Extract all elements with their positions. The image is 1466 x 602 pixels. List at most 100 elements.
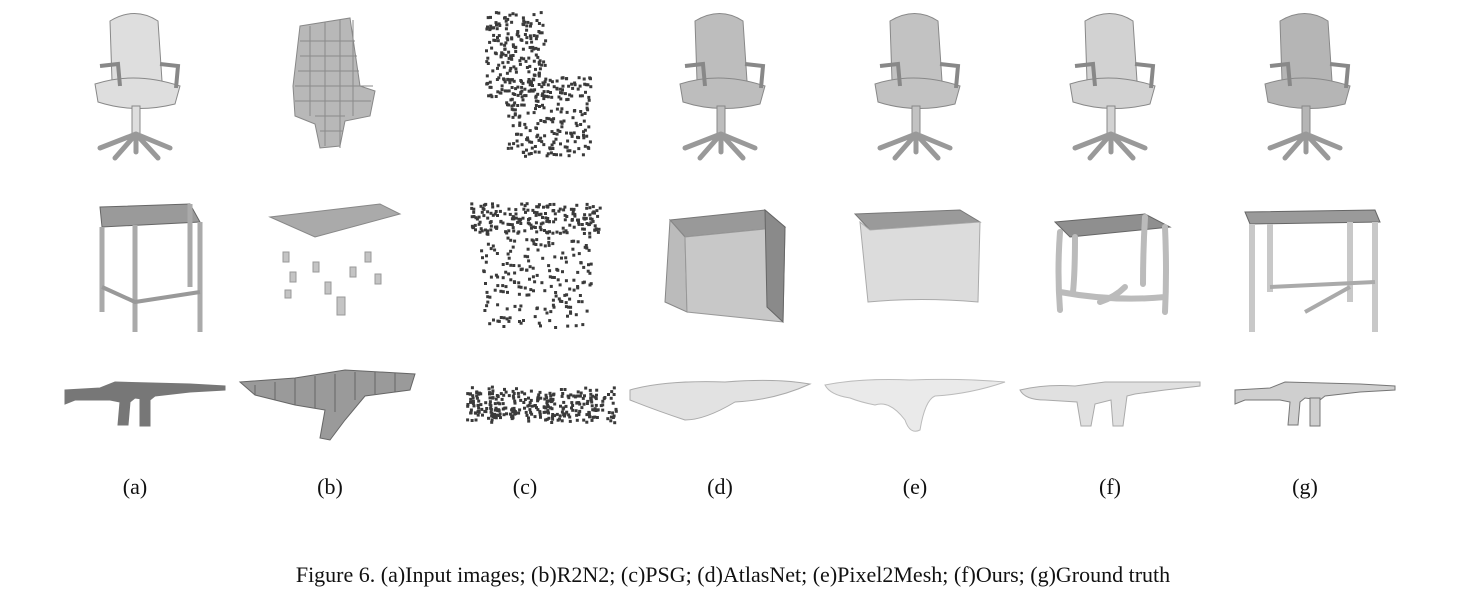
point-marker [503, 89, 507, 93]
point-marker [532, 13, 536, 17]
point-marker [472, 210, 476, 214]
point-marker [514, 208, 518, 212]
point-marker [511, 43, 515, 47]
point-marker [511, 54, 515, 57]
chair-render [40, 6, 230, 166]
point-marker [529, 22, 533, 26]
point-marker [529, 288, 533, 292]
point-marker [582, 227, 586, 231]
point-marker [493, 212, 497, 216]
point-marker [491, 389, 495, 393]
point-marker [583, 144, 587, 148]
point-marker [572, 207, 576, 211]
point-marker [535, 406, 538, 410]
point-marker [571, 408, 575, 412]
point-marker [546, 204, 550, 208]
point-marker [534, 99, 538, 103]
point-marker [504, 27, 508, 31]
point-marker [510, 20, 514, 24]
point-marker [526, 255, 530, 259]
point-marker [506, 146, 510, 150]
point-marker [525, 28, 529, 32]
point-marker [578, 394, 582, 398]
point-marker [504, 41, 508, 45]
point-marker [590, 217, 594, 221]
point-marker [609, 419, 613, 423]
point-marker [560, 256, 563, 260]
table-atlasnet [625, 192, 815, 342]
point-marker [539, 243, 543, 247]
point-marker [549, 406, 553, 410]
point-marker [587, 98, 591, 102]
point-marker [489, 211, 493, 215]
point-marker [493, 288, 497, 292]
point-marker [506, 236, 510, 240]
point-marker [571, 404, 575, 407]
point-marker [547, 243, 551, 247]
point-marker [582, 402, 586, 406]
point-marker [512, 280, 516, 284]
point-marker [558, 87, 562, 91]
point-marker [494, 273, 498, 277]
point-marker [548, 230, 551, 234]
point-marker [495, 252, 499, 255]
point-marker [570, 94, 574, 98]
point-marker [522, 207, 526, 211]
point-marker [481, 206, 485, 210]
point-marker [555, 86, 559, 90]
point-marker [514, 87, 518, 91]
point-marker [485, 229, 489, 233]
point-marker [559, 91, 562, 95]
point-marker [506, 38, 510, 42]
point-marker [530, 404, 534, 408]
point-marker [485, 304, 489, 308]
label-b: (b) [317, 474, 343, 499]
point-marker [496, 90, 500, 94]
point-marker [589, 262, 593, 266]
point-marker [491, 244, 495, 248]
point-marker [502, 325, 506, 328]
point-marker [525, 137, 529, 141]
point-marker [571, 212, 575, 216]
point-marker [595, 388, 599, 392]
point-marker [509, 66, 513, 70]
point-marker [552, 85, 556, 89]
point-marker [470, 386, 474, 390]
point-marker [486, 210, 490, 214]
point-marker [485, 27, 489, 31]
point-marker [554, 326, 558, 329]
point-marker [508, 81, 512, 85]
point-marker [535, 273, 539, 277]
point-marker [560, 419, 564, 423]
point-marker [521, 47, 525, 51]
point-marker [609, 396, 613, 400]
point-marker [489, 15, 492, 19]
point-marker [511, 394, 515, 398]
point-marker [474, 228, 477, 232]
point-marker [494, 11, 498, 15]
point-marker [505, 262, 509, 265]
point-marker [534, 243, 538, 246]
point-marker [554, 294, 558, 298]
point-marker [582, 77, 586, 81]
point-marker [517, 34, 521, 38]
point-marker [540, 281, 544, 285]
point-marker [507, 114, 511, 118]
point-marker [508, 412, 512, 416]
pixel2mesh-table [853, 209, 982, 303]
point-marker [524, 126, 528, 130]
point-marker [561, 76, 565, 80]
point-marker [538, 411, 542, 415]
point-marker [505, 71, 509, 75]
table-input-image [40, 192, 230, 342]
column-d-atlasnet [625, 0, 815, 470]
point-marker [493, 416, 497, 419]
point-marker [507, 78, 511, 82]
point-marker [536, 248, 540, 252]
point-marker [530, 412, 534, 416]
point-marker [514, 412, 518, 415]
point-marker [469, 411, 473, 415]
point-marker [512, 103, 516, 107]
point-marker [560, 410, 564, 414]
point-marker [496, 204, 500, 208]
